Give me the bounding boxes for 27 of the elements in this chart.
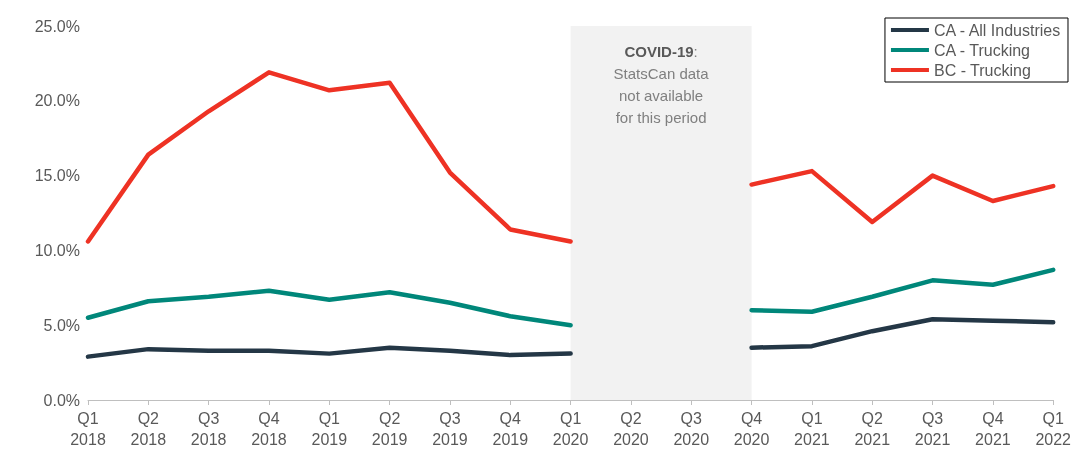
x-tick-label: Q2 2019 bbox=[371, 410, 408, 448]
x-tick-label: Q4 2018 bbox=[251, 410, 287, 448]
legend-label: BC - Trucking bbox=[933, 61, 1031, 79]
y-tick-label: 20.0% bbox=[34, 92, 80, 110]
x-tick-label: Q2 2018 bbox=[130, 410, 167, 448]
x-tick-label: Q1 2019 bbox=[311, 410, 348, 448]
x-tick-label: Q2 2021 bbox=[854, 410, 891, 448]
y-tick-label: 15.0% bbox=[34, 167, 80, 185]
band-label: COVID-19: StatsCan data not available for this period bbox=[613, 42, 710, 126]
x-tick-label: Q3 2018 bbox=[190, 410, 227, 448]
y-tick-label: 25.0% bbox=[34, 17, 80, 35]
x-tick-label: Q4 2019 bbox=[492, 410, 529, 448]
legend-label: CA - Trucking bbox=[933, 41, 1030, 59]
x-tick-label: Q4 2020 bbox=[733, 410, 770, 448]
x-tick-label: Q3 2021 bbox=[914, 410, 951, 448]
x-tick-label: Q1 2022 bbox=[1035, 410, 1072, 448]
legend-label: CA - All Industries bbox=[933, 21, 1061, 39]
x-tick-label: Q4 2021 bbox=[975, 410, 1011, 448]
x-tick-label: Q1 2020 bbox=[552, 410, 589, 448]
x-tick-label: Q2 2020 bbox=[613, 410, 649, 448]
x-tick-label: Q3 2020 bbox=[673, 410, 710, 448]
x-tick-label: Q1 2018 bbox=[70, 410, 106, 448]
y-tick-label: 0.0% bbox=[43, 391, 80, 409]
x-tick-label: Q1 2021 bbox=[794, 410, 830, 448]
y-tick-label: 10.0% bbox=[34, 241, 80, 259]
x-tick-label: Q3 2019 bbox=[432, 410, 468, 448]
y-tick-label: 5.0% bbox=[43, 316, 80, 334]
